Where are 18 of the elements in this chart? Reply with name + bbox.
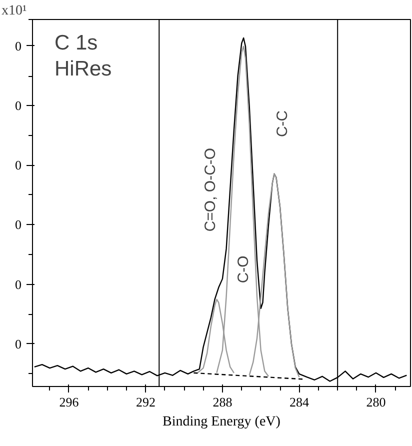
annotation: C=O, O-C-O [202, 148, 220, 232]
x-tick-label: 280 [366, 394, 386, 410]
annotation: C-C [274, 110, 291, 138]
x-axis-title: Binding Energy (eV) [162, 414, 281, 430]
text: x10¹ [2, 4, 27, 18]
x-tick-label: 288 [212, 394, 232, 410]
text: 0 [15, 38, 22, 54]
annotation: HiRes [54, 58, 112, 80]
x-tick-label: 296 [59, 394, 80, 410]
x-tick-label: 292 [136, 394, 156, 410]
text: 0 [15, 336, 22, 352]
annotation: C-O [234, 256, 252, 284]
text: 0 [15, 276, 22, 292]
text: 0 [15, 98, 22, 114]
text: 0 [15, 158, 22, 173]
text: 0 [15, 217, 22, 232]
x-tick-label: 284 [289, 394, 310, 410]
annotation: C 1s [54, 32, 98, 54]
